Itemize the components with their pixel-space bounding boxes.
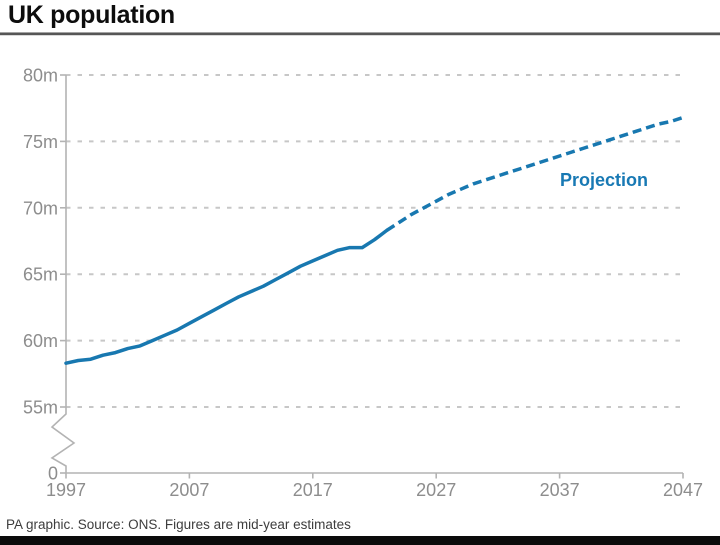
y-tick-label: 70m (23, 198, 58, 218)
x-tick-label: 2047 (663, 480, 703, 500)
y-axis-line (50, 75, 76, 473)
projection-line (385, 115, 684, 232)
x-tick-label: 2017 (293, 480, 333, 500)
page-title: UK population (8, 1, 175, 29)
y-tick-label: 80m (23, 66, 58, 86)
source-credit: PA graphic. Source: ONS. Figures are mid… (6, 517, 351, 532)
x-tick-label: 1997 (46, 480, 86, 500)
estimates-line (64, 228, 389, 365)
x-tick-label: 2027 (416, 480, 456, 500)
bottom-bar (0, 536, 720, 545)
projection-label: Projection (560, 170, 648, 190)
y-tick-label: 65m (23, 265, 58, 285)
y-tick-label: 60m (23, 331, 58, 351)
x-tick-label: 2037 (540, 480, 580, 500)
y-axis-tick-labels: 80m 75m 70m 65m 60m 55m 0 (23, 66, 58, 484)
y-tick-label: 75m (23, 132, 58, 152)
y-tick-label: 55m (23, 398, 58, 418)
x-tick-label: 2007 (169, 480, 209, 500)
title-underline (0, 32, 720, 36)
y-axis-zero-label: 0 (48, 464, 58, 484)
axes (50, 74, 684, 479)
x-axis-tick-labels: 1997 2007 2017 2027 2037 2047 (46, 480, 703, 500)
